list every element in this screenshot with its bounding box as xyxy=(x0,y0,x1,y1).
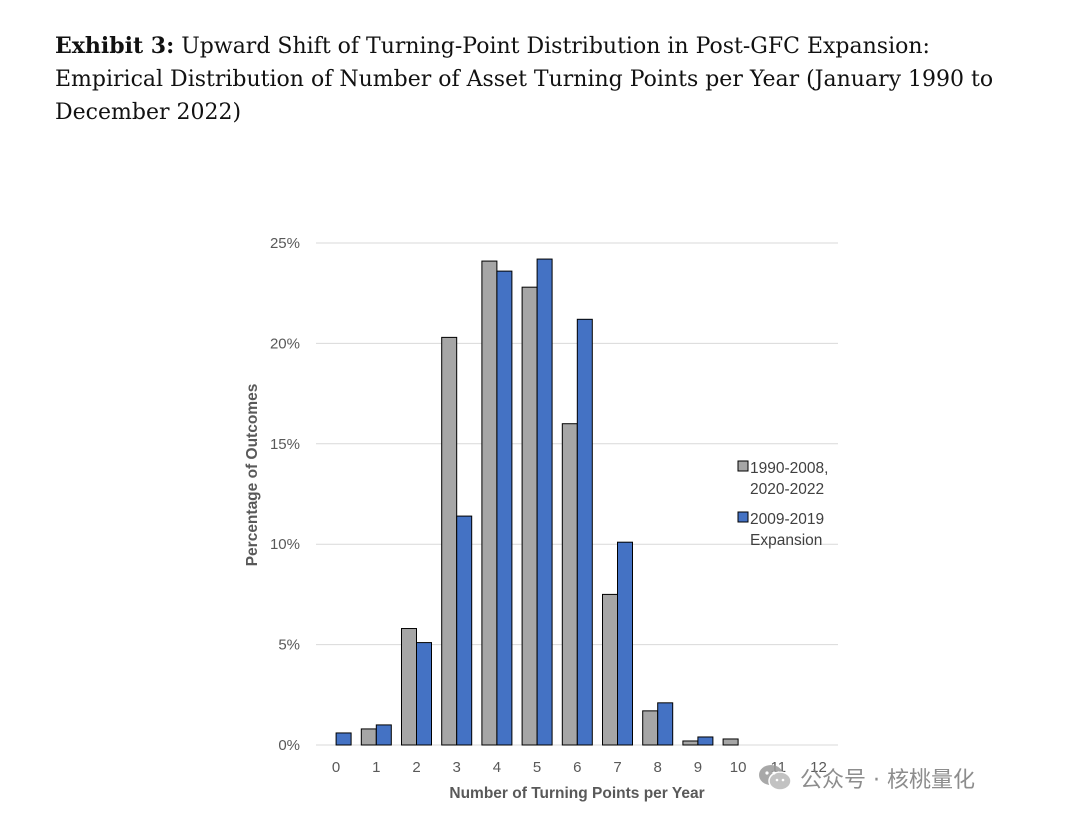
x-tick-label: 1 xyxy=(372,759,380,776)
y-axis-tick-labels: 0% 5% 10% 15% 20% 25% xyxy=(270,235,300,754)
x-tick-label: 2 xyxy=(412,759,420,776)
bar-series2-4 xyxy=(496,270,513,746)
bar-series2-1 xyxy=(375,724,392,746)
bar-series1-6 xyxy=(561,423,578,746)
y-tick-label: 0% xyxy=(278,737,300,754)
legend-label-series1: 1990-2008, 2020-2022 xyxy=(750,460,828,498)
y-tick-label: 25% xyxy=(270,235,300,252)
bar-series1-2 xyxy=(401,628,417,746)
x-tick-label: 5 xyxy=(533,759,541,776)
exhibit-title: Upward Shift of Turning-Point Distributi… xyxy=(55,34,994,125)
bar-series1-8 xyxy=(642,710,659,746)
legend-label-series2: 2009-2019 Expansion xyxy=(750,511,824,549)
exhibit-caption: Exhibit 3: Upward Shift of Turning-Point… xyxy=(55,30,1030,129)
bar-series2-9 xyxy=(697,736,714,746)
bar-series2-7 xyxy=(617,541,633,746)
x-axis-title: Number of Turning Points per Year xyxy=(449,785,704,802)
bar-series2-6 xyxy=(576,318,593,746)
y-axis-title: Percentage of Outcomes xyxy=(244,384,261,567)
bar-series2-3 xyxy=(456,515,473,746)
x-tick-label: 8 xyxy=(654,759,662,776)
wechat-icon xyxy=(759,765,792,791)
bar-series2-2 xyxy=(416,642,432,746)
bar-series1-9 xyxy=(682,740,699,746)
bars xyxy=(335,258,739,746)
x-tick-label: 12 xyxy=(810,759,827,776)
y-tick-label: 15% xyxy=(270,436,300,453)
x-tick-label: 9 xyxy=(694,759,702,776)
bar-series1-4 xyxy=(481,260,498,746)
watermark: 公众号 · 核桃量化 xyxy=(758,760,975,796)
x-tick-label: 6 xyxy=(573,759,581,776)
x-tick-label: 0 xyxy=(332,759,340,776)
bar-series1-10 xyxy=(722,738,739,746)
x-tick-label: 3 xyxy=(453,759,461,776)
bar-series1-7 xyxy=(602,593,618,746)
x-tick-label: 4 xyxy=(493,759,501,776)
legend-swatch-series2 xyxy=(737,511,749,523)
watermark-text: 公众号 · 核桃量化 xyxy=(800,768,975,793)
bar-series1-1 xyxy=(360,728,377,746)
y-tick-label: 5% xyxy=(278,637,300,654)
legend-swatch-series1 xyxy=(737,460,749,472)
x-axis-tick-labels: 0123456789101112 xyxy=(332,759,827,776)
bar-series2-5 xyxy=(536,258,553,746)
bar-series1-5 xyxy=(521,286,538,746)
bar-series2-0 xyxy=(335,732,352,746)
y-tick-label: 20% xyxy=(270,335,300,352)
x-tick-label: 10 xyxy=(730,759,747,776)
x-tick-label: 7 xyxy=(613,759,621,776)
bar-series2-8 xyxy=(657,702,674,746)
y-tick-label: 10% xyxy=(270,536,300,553)
chart-legend: 1990-2008, 2020-2022 2009-2019 Expansion xyxy=(737,460,828,549)
bar-series1-3 xyxy=(441,336,458,746)
exhibit-label: Exhibit 3: xyxy=(55,33,175,59)
